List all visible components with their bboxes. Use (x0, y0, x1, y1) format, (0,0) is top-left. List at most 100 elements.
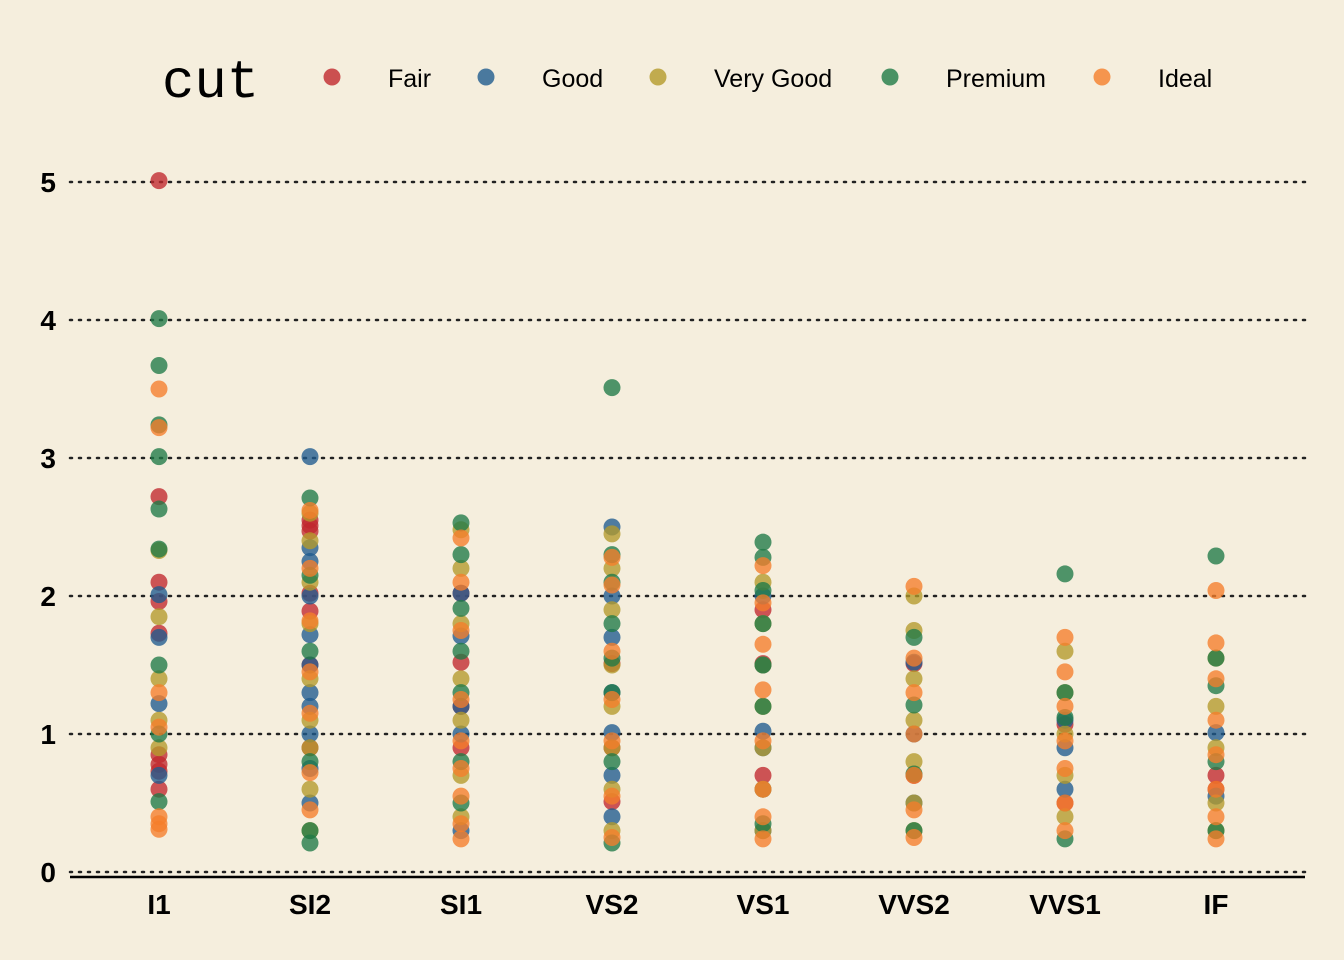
data-point (603, 787, 621, 805)
data-point (301, 501, 319, 519)
data-point (603, 753, 621, 771)
data-point (1056, 565, 1074, 583)
data-point (1207, 766, 1225, 784)
data-point (754, 808, 772, 826)
data-point (754, 780, 772, 798)
data-point (754, 732, 772, 750)
grid (68, 180, 1307, 874)
data-point (905, 711, 923, 729)
data-point (754, 557, 772, 575)
data-point (754, 697, 772, 715)
legend-marker (881, 68, 899, 86)
data-point (603, 525, 621, 543)
data-point (452, 815, 470, 833)
data-point (301, 663, 319, 681)
data-point (603, 601, 621, 619)
series-ideal (150, 380, 1225, 848)
data-point (1056, 684, 1074, 702)
data-point (603, 766, 621, 784)
data-point (1056, 732, 1074, 750)
data-point (150, 488, 168, 506)
data-point (1056, 628, 1074, 646)
data-point (1056, 760, 1074, 777)
legend-label: Good (542, 65, 603, 93)
data-point (301, 834, 319, 852)
data-point (301, 642, 319, 660)
data-point (1207, 649, 1225, 667)
data-point (1056, 794, 1074, 812)
data-point (1207, 670, 1225, 688)
x-axis-ticks: I1 SI2 SI1 VS2 VS1 VVS2 VVS1 IF (147, 889, 1228, 920)
data-point (603, 379, 621, 397)
data-point (301, 801, 319, 819)
legend-label: Very Good (714, 65, 832, 93)
data-point (754, 766, 772, 784)
y-tick-label: 4 (40, 305, 56, 336)
legend-label: Ideal (1158, 65, 1212, 93)
data-point (150, 500, 168, 518)
data-point (1207, 724, 1225, 742)
x-tick-label: VVS1 (1029, 889, 1101, 920)
data-point (301, 489, 319, 507)
y-tick-label: 3 (40, 443, 56, 474)
data-point (1056, 780, 1074, 798)
legend-title: cut (162, 53, 259, 114)
data-point (150, 718, 168, 736)
data-point (452, 559, 470, 577)
data-point (905, 670, 923, 688)
data-point (1207, 547, 1225, 565)
data-point (452, 760, 470, 777)
data-point (301, 739, 319, 757)
data-point (150, 380, 168, 398)
data-point (150, 357, 168, 375)
data-point (1207, 794, 1225, 812)
data-point (150, 628, 168, 646)
x-tick-label: IF (1204, 889, 1229, 920)
data-point (150, 419, 168, 437)
data-point (1207, 634, 1225, 652)
data-point (905, 684, 923, 702)
x-tick-label: SI2 (289, 889, 331, 920)
data-point (150, 739, 168, 757)
data-point (905, 649, 923, 667)
legend-marker (649, 68, 667, 86)
legend-label: Fair (388, 65, 431, 93)
data-point (905, 753, 923, 771)
data-point (150, 766, 168, 784)
data-point (905, 696, 923, 714)
legend-marker (323, 68, 341, 86)
legend-marker (1093, 68, 1111, 86)
data-point (1207, 697, 1225, 715)
data-point (452, 830, 470, 848)
data-point (754, 681, 772, 699)
data-point (452, 787, 470, 805)
y-axis-ticks: 0 1 2 3 4 5 (40, 167, 56, 888)
data-point (1207, 711, 1225, 729)
data-point (754, 594, 772, 612)
data-point (603, 691, 621, 708)
data-point (1056, 822, 1074, 840)
data-point (1056, 642, 1074, 660)
data-point (905, 725, 923, 743)
data-point (301, 764, 319, 782)
data-point (452, 732, 470, 750)
data-point (603, 576, 621, 594)
y-tick-label: 1 (40, 719, 56, 750)
y-tick-label: 2 (40, 581, 56, 612)
data-point (1207, 780, 1225, 798)
data-point (603, 732, 621, 750)
data-point (603, 829, 621, 846)
data-point (452, 691, 470, 708)
data-point (452, 599, 470, 617)
x-tick-label: VVS2 (878, 889, 950, 920)
data-point (452, 642, 470, 660)
x-tick-label: I1 (147, 889, 170, 920)
data-point (452, 546, 470, 564)
data-point (452, 711, 470, 729)
data-point (905, 801, 923, 819)
data-point (905, 628, 923, 646)
data-point (301, 612, 319, 630)
data-point (754, 533, 772, 551)
data-point (905, 829, 923, 846)
data-point (150, 780, 168, 798)
